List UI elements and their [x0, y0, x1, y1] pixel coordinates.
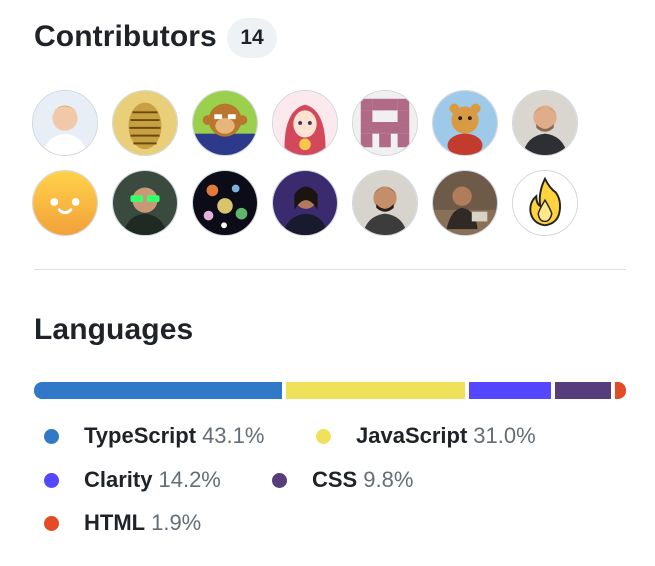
pixel-patterned-avatar-icon: [113, 91, 177, 155]
person-avatar-icon: [353, 171, 417, 235]
language-name: HTML: [84, 510, 146, 535]
person-avatar-icon: [433, 171, 497, 235]
language-bar-segment-css[interactable]: [554, 382, 612, 399]
person-green-glasses-avatar-icon: [113, 171, 177, 235]
contributor-avatar-7[interactable]: [512, 90, 578, 156]
contributor-avatar-4[interactable]: [272, 90, 338, 156]
language-item-css[interactable]: CSS 9.8%: [270, 467, 413, 493]
language-item-html[interactable]: HTML 1.9%: [42, 510, 201, 536]
language-item-javascript[interactable]: JavaScript 31.0%: [314, 423, 536, 449]
clarity-color-dot-icon: [44, 472, 59, 488]
anime-character-avatar-icon: [273, 91, 337, 155]
typescript-color-dot-icon: [44, 428, 59, 444]
contributors-heading[interactable]: Contributors: [34, 20, 217, 53]
language-item-clarity[interactable]: Clarity 14.2%: [42, 467, 221, 493]
languages-progress-bar: [34, 382, 626, 399]
language-percent: 14.2%: [158, 467, 221, 492]
language-name: Clarity: [84, 467, 153, 492]
contributor-avatar-12[interactable]: [352, 170, 418, 236]
contributor-avatar-9[interactable]: [112, 170, 178, 236]
language-percent: 9.8%: [363, 467, 414, 492]
language-item-typescript[interactable]: TypeScript 43.1%: [42, 423, 264, 449]
teddy-bear-avatar-icon: [433, 91, 497, 155]
person-avatar-icon: [513, 91, 577, 155]
contributor-avatar-14[interactable]: [512, 170, 578, 236]
smiley-face-avatar-icon: [33, 171, 97, 235]
languages-heading: Languages: [34, 313, 194, 346]
language-name: JavaScript: [356, 423, 468, 448]
language-name: TypeScript: [84, 423, 197, 448]
javascript-color-dot-icon: [316, 428, 331, 444]
language-bar-segment-html[interactable]: [615, 382, 626, 399]
contributor-avatar-6[interactable]: [432, 90, 498, 156]
person-purple-avatar-icon: [273, 171, 337, 235]
contributor-avatar-2[interactable]: [112, 90, 178, 156]
flame-avatar-icon: [513, 171, 577, 235]
contributors-count-badge: 14: [227, 18, 277, 58]
language-bar-segment-clarity[interactable]: [468, 382, 551, 399]
css-color-dot-icon: [272, 472, 287, 488]
contributor-avatar-3[interactable]: [192, 90, 258, 156]
language-percent: 43.1%: [202, 423, 265, 448]
contributor-avatar-1[interactable]: [32, 90, 98, 156]
pixel-identicon-avatar-icon: [353, 91, 417, 155]
contributor-avatar-10[interactable]: [192, 170, 258, 236]
contributor-avatar-11[interactable]: [272, 170, 338, 236]
contributor-avatar-8[interactable]: [32, 170, 98, 236]
monkey-cartoon-avatar-icon: [193, 91, 257, 155]
space-planets-avatar-icon: [193, 171, 257, 235]
contributor-avatar-5[interactable]: [352, 90, 418, 156]
language-percent: 1.9%: [151, 510, 202, 535]
person-avatar-icon: [33, 91, 97, 155]
language-bar-segment-typescript[interactable]: [34, 382, 283, 399]
contributor-avatar-13[interactable]: [432, 170, 498, 236]
language-name: CSS: [312, 467, 358, 492]
section-divider: [34, 269, 626, 270]
html-color-dot-icon: [44, 515, 59, 531]
language-bar-segment-javascript[interactable]: [286, 382, 465, 399]
language-percent: 31.0%: [473, 423, 536, 448]
